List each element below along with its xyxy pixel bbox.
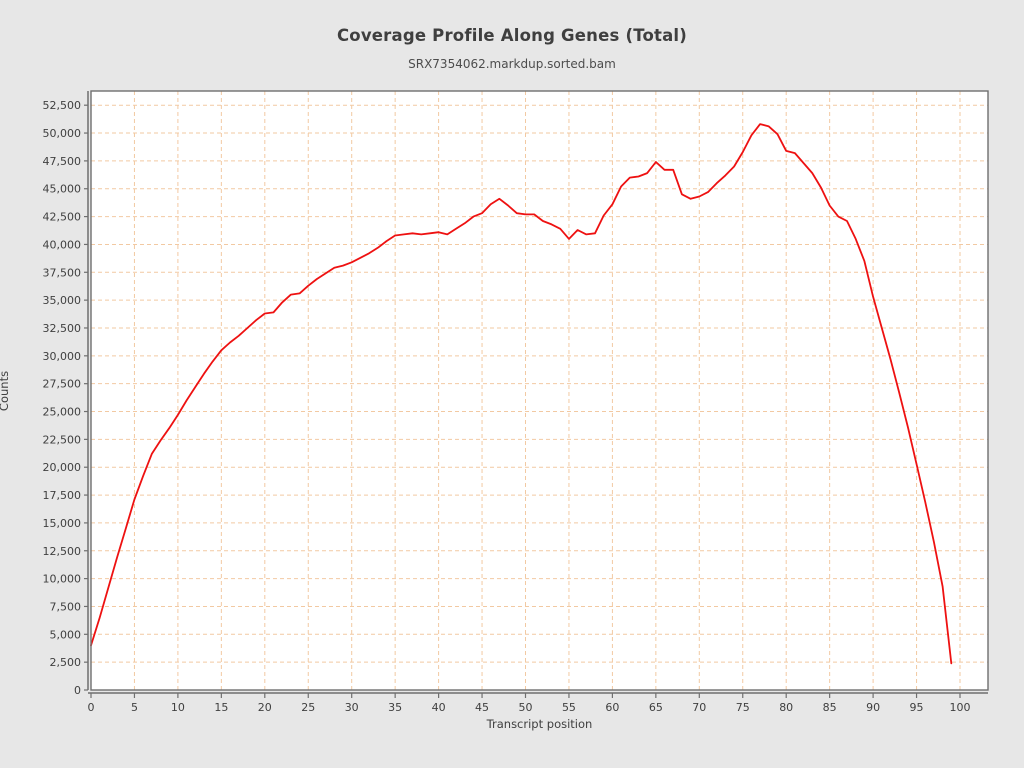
plot-area: [91, 91, 988, 690]
y-tick-label: 10,000: [43, 573, 82, 586]
y-axis-title: Counts: [0, 370, 11, 412]
x-tick-label: 35: [388, 701, 402, 714]
x-tick-label: 80: [779, 701, 793, 714]
x-tick-label: 85: [823, 701, 837, 714]
x-tick-label: 75: [736, 701, 750, 714]
y-tick-label: 2,500: [50, 656, 82, 669]
x-tick-label: 20: [258, 701, 272, 714]
y-tick-label: 22,500: [43, 433, 82, 446]
plot-border: [90, 90, 989, 691]
y-tick-label: 20,000: [43, 461, 82, 474]
x-tick-label: 45: [475, 701, 489, 714]
x-tick-label: 10: [171, 701, 185, 714]
x-axis-title: Transcript position: [486, 717, 593, 731]
y-tick-label: 37,500: [43, 266, 82, 279]
y-tick-label: 12,500: [43, 545, 82, 558]
y-tick-label: 42,500: [43, 211, 82, 224]
x-tick-label: 0: [88, 701, 95, 714]
y-tick-label: 40,000: [43, 238, 82, 251]
x-tick-label: 25: [301, 701, 315, 714]
y-tick-label: 5,000: [50, 628, 82, 641]
x-tick-label: 90: [866, 701, 880, 714]
y-tick-label: 47,500: [43, 155, 82, 168]
y-tick-label: 17,500: [43, 489, 82, 502]
y-tick-label: 25,000: [43, 406, 82, 419]
y-tick-label: 32,500: [43, 322, 82, 335]
x-tick-label: 70: [692, 701, 706, 714]
y-tick-label: 50,000: [43, 127, 82, 140]
y-tick-label: 27,500: [43, 378, 82, 391]
x-tick-label: 60: [605, 701, 619, 714]
x-tick-label: 65: [649, 701, 663, 714]
chart-subtitle: SRX7354062.markdup.sorted.bam: [408, 57, 616, 71]
x-tick-label: 95: [910, 701, 924, 714]
coverage-series-line: [90, 123, 953, 665]
y-tick-label: 35,000: [43, 294, 82, 307]
y-tick-label: 15,000: [43, 517, 82, 530]
x-tick-label: 100: [950, 701, 971, 714]
y-tick-label: 30,000: [43, 350, 82, 363]
chart-title: Coverage Profile Along Genes (Total): [336, 26, 688, 45]
x-tick-label: 55: [562, 701, 576, 714]
y-tick-label: 45,000: [43, 183, 82, 196]
x-tick-label: 40: [432, 701, 446, 714]
x-tick-label: 50: [519, 701, 533, 714]
x-tick-label: 30: [345, 701, 359, 714]
y-tick-label: 7,500: [50, 600, 82, 613]
x-tick-label: 5: [131, 701, 138, 714]
y-tick-label: 52,500: [43, 99, 82, 112]
x-tick-label: 15: [214, 701, 228, 714]
y-tick-label: 0: [74, 684, 81, 697]
